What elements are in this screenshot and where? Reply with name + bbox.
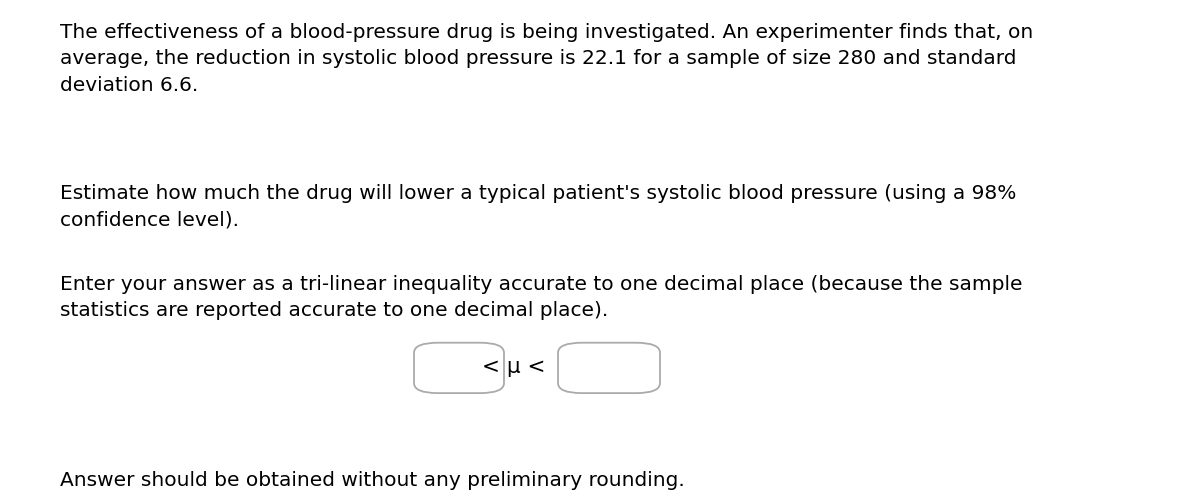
Text: < μ <: < μ <: [482, 357, 545, 377]
Text: Answer should be obtained without any preliminary rounding.: Answer should be obtained without any pr…: [60, 471, 685, 490]
FancyBboxPatch shape: [558, 343, 660, 393]
Text: Estimate how much the drug will lower a typical patient's systolic blood pressur: Estimate how much the drug will lower a …: [60, 184, 1016, 229]
FancyBboxPatch shape: [414, 343, 504, 393]
Text: The effectiveness of a blood-pressure drug is being investigated. An experimente: The effectiveness of a blood-pressure dr…: [60, 23, 1033, 95]
Text: Enter your answer as a tri-linear inequality accurate to one decimal place (beca: Enter your answer as a tri-linear inequa…: [60, 275, 1022, 320]
